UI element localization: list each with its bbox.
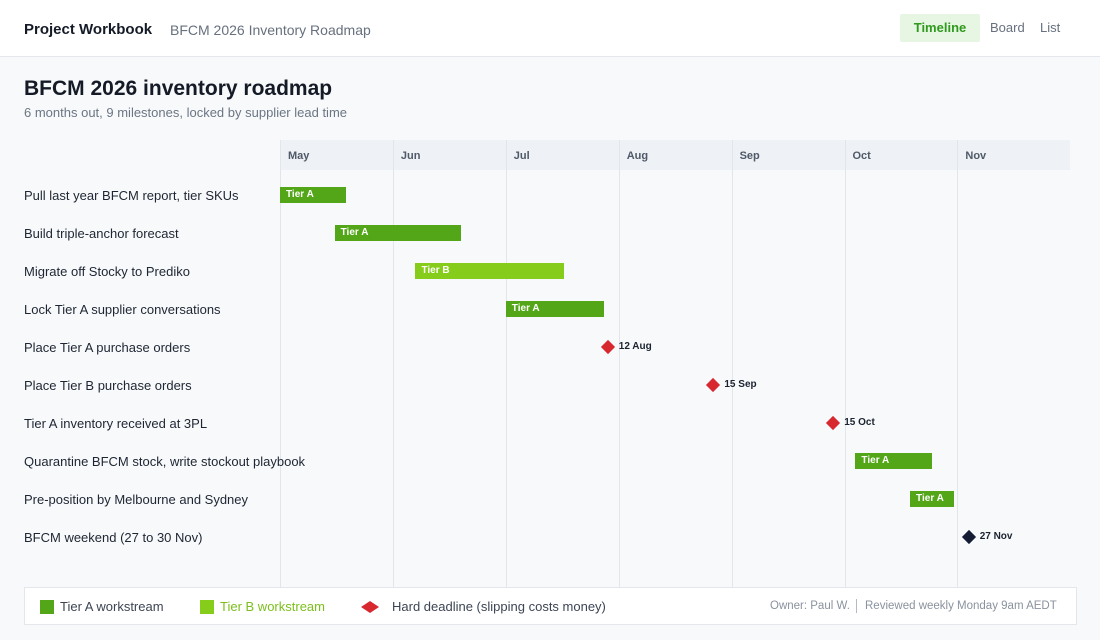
deadline-diamond-icon bbox=[361, 601, 379, 613]
breadcrumb[interactable]: BFCM 2026 Inventory Roadmap bbox=[170, 22, 371, 38]
month-header bbox=[280, 140, 1070, 170]
legend-tier-b: Tier B workstream bbox=[220, 599, 325, 614]
milestone-date-label: 27 Nov bbox=[979, 531, 1013, 542]
month-gridline bbox=[505, 140, 507, 587]
legend-divider bbox=[856, 599, 857, 613]
month-gridline bbox=[280, 140, 281, 587]
month-label-oct: Oct bbox=[852, 150, 871, 162]
task-label: Place Tier A purchase orders bbox=[24, 340, 191, 355]
tab-timeline[interactable]: Timeline bbox=[900, 14, 980, 42]
month-gridline bbox=[731, 140, 733, 587]
month-label-jul: Jul bbox=[513, 150, 530, 162]
event-marker-icon[interactable] bbox=[961, 529, 976, 545]
legend-tier-a: Tier A workstream bbox=[60, 599, 164, 614]
task-bar[interactable]: Tier A bbox=[334, 225, 461, 241]
task-label: BFCM weekend (27 to 30 Nov) bbox=[24, 530, 203, 545]
task-label: Place Tier B purchase orders bbox=[24, 378, 192, 393]
page-title: BFCM 2026 inventory roadmap bbox=[24, 77, 333, 100]
task-label: Pre-position by Melbourne and Sydney bbox=[24, 492, 249, 507]
month-label-aug: Aug bbox=[626, 150, 649, 162]
task-label: Pull last year BFCM report, tier SKUs bbox=[24, 188, 239, 203]
month-gridline bbox=[392, 140, 394, 587]
tier-b-swatch bbox=[200, 600, 214, 614]
app-title: Project Workbook bbox=[24, 21, 153, 38]
task-label: Quarantine BFCM stock, write stockout pl… bbox=[24, 454, 306, 469]
top-bar: Project Workbook BFCM 2026 Inventory Roa… bbox=[0, 0, 1100, 57]
owner-text: Owner: Paul W. bbox=[770, 600, 850, 612]
month-label-may: May bbox=[288, 150, 310, 162]
month-gridline bbox=[844, 140, 846, 587]
legend-deadline: Hard deadline (slipping costs money) bbox=[392, 599, 606, 614]
milestone-date-label: 15 Sep bbox=[724, 379, 757, 390]
month-label-sep: Sep bbox=[739, 150, 760, 162]
month-gridline bbox=[618, 140, 620, 587]
month-label-nov: Nov bbox=[965, 150, 987, 162]
task-label: Build triple-anchor forecast bbox=[24, 226, 179, 241]
milestone-date-label: 15 Oct bbox=[844, 417, 875, 428]
task-bar[interactable]: Tier B bbox=[415, 263, 565, 279]
task-bar[interactable]: Tier A bbox=[910, 491, 954, 507]
month-label-jun: Jun bbox=[400, 150, 421, 162]
review-text: Reviewed weekly Monday 9am AEDT bbox=[865, 600, 1057, 612]
month-gridline bbox=[957, 140, 959, 587]
task-bar[interactable]: Tier A bbox=[855, 453, 932, 469]
tab-list[interactable]: List bbox=[1040, 20, 1061, 35]
tab-board[interactable]: Board bbox=[990, 20, 1025, 35]
milestone-date-label: 12 Aug bbox=[618, 341, 652, 352]
task-bar[interactable]: Tier A bbox=[505, 301, 605, 317]
tier-a-swatch bbox=[40, 600, 54, 614]
legend: Tier A workstream Tier B workstream Hard… bbox=[24, 587, 1077, 625]
deadline-marker-icon[interactable] bbox=[706, 377, 721, 393]
task-label: Migrate off Stocky to Prediko bbox=[24, 264, 190, 279]
deadline-marker-icon[interactable] bbox=[600, 339, 615, 355]
task-label: Lock Tier A supplier conversations bbox=[24, 302, 221, 317]
task-label: Tier A inventory received at 3PL bbox=[24, 416, 208, 431]
deadline-marker-icon[interactable] bbox=[826, 415, 841, 431]
task-bar[interactable]: Tier A bbox=[280, 187, 346, 203]
page-subtitle: 6 months out, 9 milestones, locked by su… bbox=[24, 105, 348, 120]
